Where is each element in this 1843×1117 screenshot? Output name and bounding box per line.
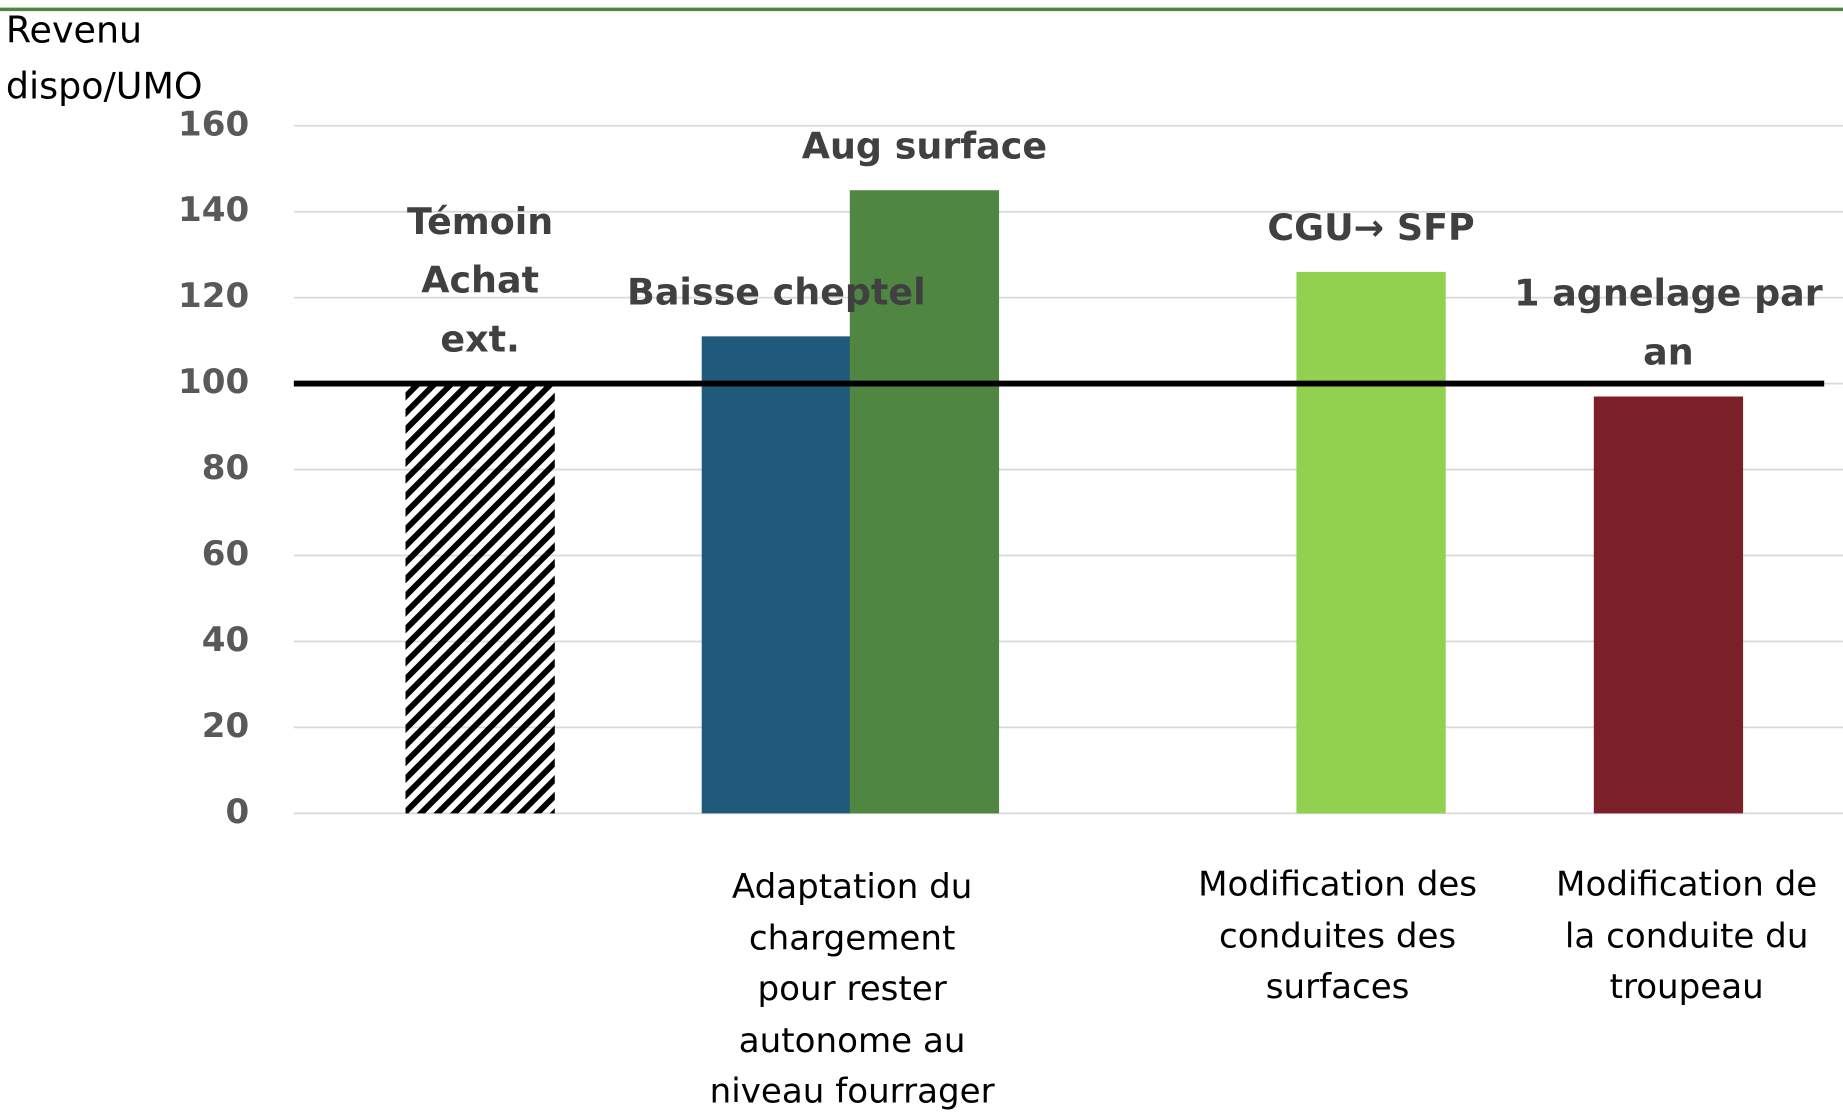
- group-label: Adaptation du chargement pour rester aut…: [709, 866, 995, 1111]
- bar-label: Témoin Achat ext.: [407, 201, 554, 362]
- y-axis-label: Revenu dispo/UMO: [5, 9, 203, 109]
- bar: [849, 190, 1000, 814]
- y-tick-label: 120: [178, 276, 249, 316]
- bar-label: Baisse cheptel: [627, 271, 926, 315]
- bar-label: CGU→ SFP: [1267, 207, 1475, 250]
- bar: [1296, 271, 1446, 814]
- y-tick-label: 0: [225, 792, 249, 832]
- y-tick-label: 20: [202, 706, 249, 746]
- y-tick-label: 60: [202, 534, 249, 574]
- bar-label: 1 agnelage par an: [1514, 273, 1823, 375]
- y-tick-label: 80: [202, 448, 249, 488]
- bar: [701, 336, 851, 814]
- group-label: Modification de la conduite du troupeau: [1556, 863, 1818, 1007]
- y-tick-label: 40: [202, 620, 249, 660]
- bar: [405, 383, 555, 814]
- bar-label: Aug surface: [801, 125, 1048, 168]
- y-tick-label: 100: [178, 362, 249, 402]
- group-label: Modification des conduites des surfaces: [1198, 863, 1478, 1007]
- bar: [1593, 396, 1744, 814]
- y-tick-label: 160: [178, 104, 249, 144]
- y-tick-label: 140: [178, 190, 249, 230]
